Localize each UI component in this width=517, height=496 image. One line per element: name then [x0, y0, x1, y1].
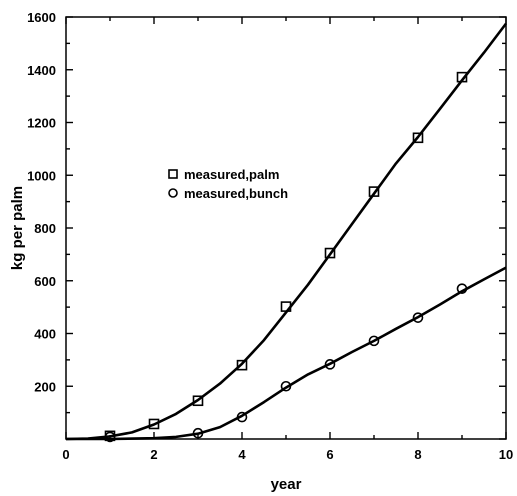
data-point-bunch	[236, 411, 248, 423]
x-tick-label: 2	[150, 447, 157, 462]
data-point-palm	[192, 395, 204, 407]
legend-label-palm: measured,palm	[184, 167, 279, 182]
x-tick-label: 10	[499, 447, 513, 462]
tick-marks	[65, 16, 507, 440]
data-point-bunch	[192, 427, 204, 439]
y-tick-label: 1400	[27, 63, 56, 78]
data-point-bunch	[456, 283, 468, 294]
fit-curve-palm	[65, 22, 508, 441]
x-axis-label: year	[271, 476, 302, 493]
data-point-bunch	[280, 380, 292, 392]
y-tick-label: 1000	[27, 168, 56, 183]
data-point-palm	[148, 418, 160, 430]
data-point-bunch	[368, 335, 380, 347]
y-tick-label: 600	[34, 274, 56, 289]
data-point-bunch	[324, 359, 336, 370]
y-tick-label: 1200	[27, 116, 56, 131]
x-tick-label: 0	[62, 447, 69, 462]
data-point-palm	[412, 132, 424, 144]
y-tick-label: 1600	[27, 10, 56, 25]
x-tick-label: 4	[238, 447, 246, 462]
legend-square-marker-icon	[168, 169, 178, 179]
data-point-palm	[280, 301, 292, 312]
data-point-bunch	[104, 431, 116, 443]
data-point-palm	[368, 186, 380, 197]
data-point-palm	[456, 71, 468, 83]
legend-label-bunch: measured,bunch	[184, 186, 288, 201]
y-tick-label: 400	[34, 327, 56, 342]
data-point-palm	[236, 359, 248, 371]
x-tick-label: 8	[414, 447, 421, 462]
y-tick-labels: 200 400 600 800 1000 1200 1400 1600	[27, 10, 56, 394]
data-point-bunch	[412, 312, 424, 323]
y-tick-label: 800	[34, 221, 56, 236]
fit-curves	[65, 22, 508, 441]
x-tick-labels: 0 2 4 6 8 10	[62, 447, 513, 462]
fit-curve-bunch	[66, 266, 507, 441]
y-axis-label: kg per palm	[9, 186, 26, 270]
x-tick-label: 6	[326, 447, 333, 462]
data-markers	[104, 71, 468, 443]
plot-frame	[65, 16, 507, 440]
legend-circle-marker-icon	[168, 188, 178, 198]
y-tick-label: 200	[34, 379, 56, 394]
legend: measured,palm measured,bunch	[168, 167, 288, 201]
data-point-palm	[324, 247, 336, 259]
